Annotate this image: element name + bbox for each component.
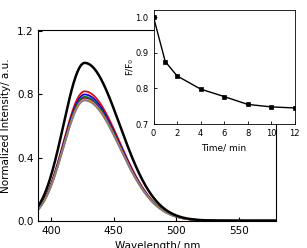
Y-axis label: F/F₀: F/F₀ [125, 59, 134, 75]
Y-axis label: Normalized Intensity/ a.u.: Normalized Intensity/ a.u. [1, 58, 11, 192]
X-axis label: Time/ min: Time/ min [202, 143, 247, 153]
X-axis label: Wavelength/ nm: Wavelength/ nm [115, 241, 200, 248]
